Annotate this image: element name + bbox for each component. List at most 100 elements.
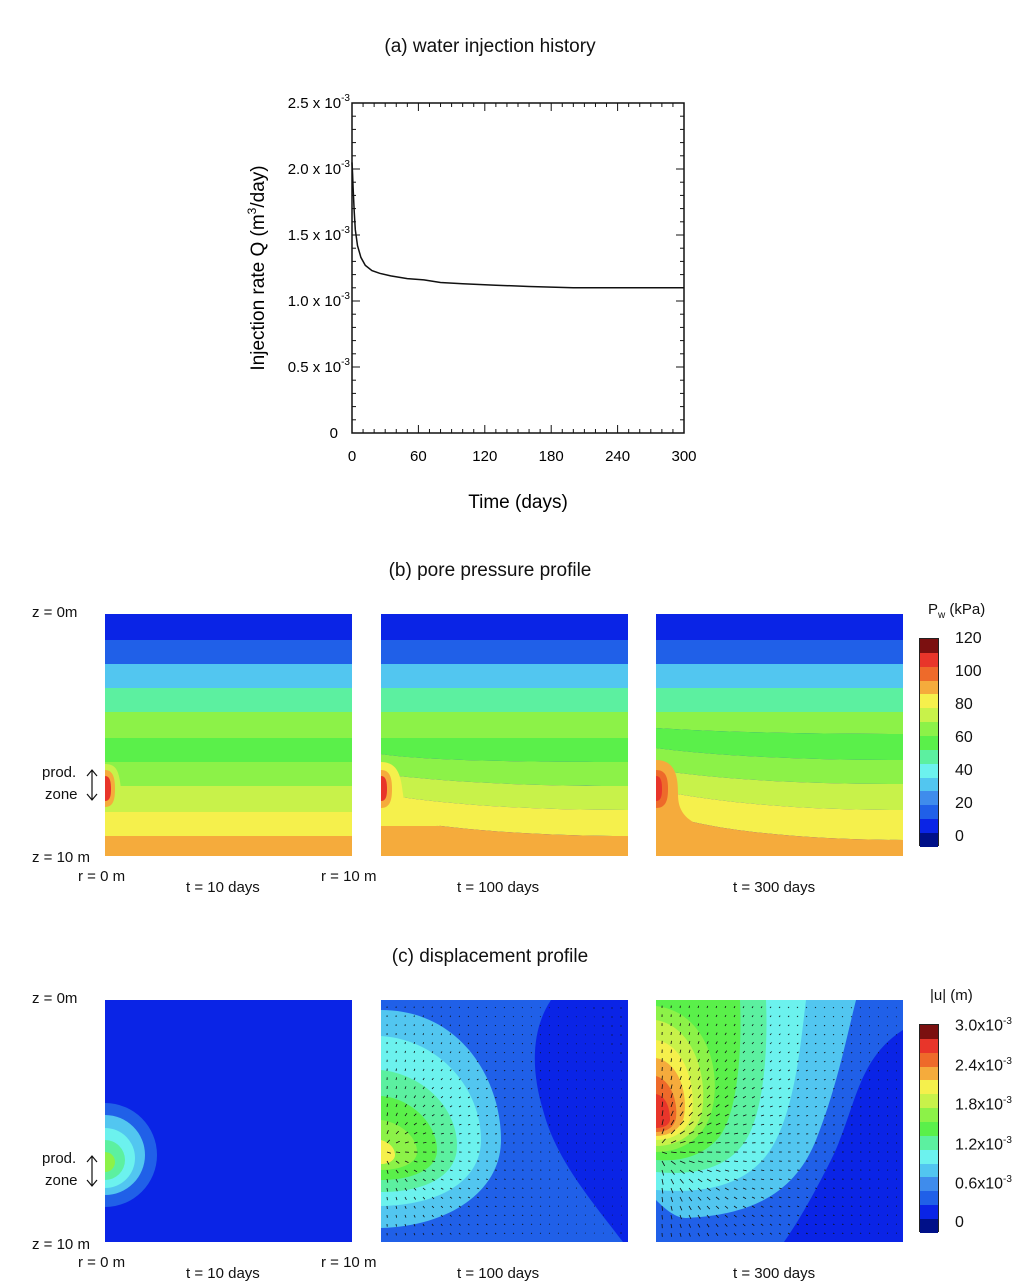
vector-arrow <box>440 1060 443 1063</box>
vector-arrow <box>859 1232 862 1234</box>
vector-arrow <box>724 1023 727 1027</box>
vector-arrow <box>733 1059 737 1063</box>
vector-arrow <box>670 1140 677 1144</box>
vector-arrow <box>850 1034 853 1036</box>
vector-arrow <box>539 1061 542 1063</box>
vector-arrow <box>440 1205 444 1208</box>
vector-arrow <box>796 1223 800 1226</box>
vector-arrow <box>742 1160 747 1162</box>
vector-arrow <box>823 1051 826 1054</box>
vector-arrow <box>431 1114 435 1117</box>
vector-arrow <box>841 1042 844 1045</box>
vector-arrow <box>706 1005 709 1009</box>
vector-arrow <box>413 1104 417 1108</box>
vector-arrow <box>503 1060 506 1063</box>
vector-arrow <box>670 1093 673 1099</box>
vector-arrow <box>440 1178 444 1181</box>
vector-arrow <box>715 1068 719 1072</box>
vector-arrow <box>440 1024 443 1027</box>
vector-arrow <box>814 1106 818 1108</box>
vector-arrow <box>742 1014 745 1018</box>
vector-arrow <box>467 1169 471 1171</box>
vector-arrow <box>404 1077 407 1081</box>
vector-arrow <box>548 1232 551 1234</box>
vector-arrow <box>715 1205 720 1209</box>
vector-arrow <box>679 1141 686 1144</box>
vector-arrow <box>503 1069 506 1072</box>
vector-arrow <box>440 1105 444 1108</box>
vector-arrow <box>760 1087 764 1090</box>
colorbar-segment <box>920 708 938 723</box>
vector-arrow <box>395 1068 397 1072</box>
vector-arrow <box>449 1078 452 1081</box>
vector-arrow <box>814 1051 817 1054</box>
vector-arrow <box>539 1052 542 1054</box>
vector-arrow <box>742 1178 747 1181</box>
y-axis-label: Injection rate Q (m3/day) <box>245 165 269 370</box>
vector-arrow <box>706 1050 709 1054</box>
vector-arrow <box>715 1142 721 1144</box>
vector-arrow <box>724 1005 727 1009</box>
vector-arrow <box>467 1124 471 1126</box>
vector-arrow <box>751 1133 756 1135</box>
vector-arrow <box>404 1223 407 1227</box>
vector-arrow <box>832 1223 835 1225</box>
vector-arrow <box>805 1106 809 1108</box>
vector-arrow <box>760 1006 763 1009</box>
vector-arrow <box>679 1032 681 1036</box>
vector-arrow <box>512 1016 514 1018</box>
vector-arrow <box>449 1187 453 1190</box>
vector-arrow <box>724 1014 727 1018</box>
y-tick-label: 0.5 x 10-3 <box>288 357 351 376</box>
vector-arrow <box>670 1214 673 1220</box>
vector-arrow <box>467 1042 470 1045</box>
colorbar-segment <box>920 1108 938 1123</box>
vector-arrow <box>796 1178 800 1180</box>
vector-arrow <box>688 1058 691 1063</box>
vector-arrow <box>485 1060 488 1063</box>
vector-arrow <box>751 1096 755 1099</box>
vector-arrow <box>733 1214 737 1218</box>
vector-arrow <box>697 1196 702 1201</box>
vector-arrow <box>688 1232 691 1237</box>
vector-arrow <box>778 1087 782 1090</box>
vector-arrow <box>778 1096 782 1099</box>
vector-arrow <box>814 1097 818 1099</box>
vector-arrow <box>485 1124 489 1126</box>
vector-arrow <box>476 1114 480 1117</box>
colorbar-segment <box>920 666 938 681</box>
vector-arrow <box>724 1205 729 1209</box>
vector-arrow <box>458 1087 461 1090</box>
vector-arrow <box>814 1024 817 1027</box>
vector-arrow <box>458 1024 461 1027</box>
vector-arrow <box>395 1140 400 1144</box>
vector-arrow <box>404 1232 407 1236</box>
vector-arrow <box>503 1006 506 1009</box>
vector-arrow <box>742 1114 747 1117</box>
vector-arrow <box>395 1223 397 1227</box>
vector-arrow <box>512 1088 515 1090</box>
vector-arrow <box>796 1069 799 1072</box>
colorbar-segment <box>920 736 938 750</box>
displacement-colorbar <box>919 1024 939 1233</box>
vector-arrow <box>422 1077 425 1081</box>
vector-arrow <box>548 1007 550 1009</box>
vector-arrow <box>715 1232 719 1236</box>
vector-arrow <box>751 1024 754 1027</box>
vector-arrow <box>688 1111 693 1117</box>
vector-arrow <box>449 1024 452 1027</box>
vector-arrow <box>431 1187 435 1191</box>
vector-arrow <box>404 1131 409 1135</box>
vector-arrow <box>751 1050 755 1054</box>
colorbar-tick-label: 0 <box>955 828 964 845</box>
vector-arrow <box>449 1196 453 1199</box>
colorbar-segment <box>920 639 938 653</box>
vector-arrow <box>431 1006 433 1009</box>
vector-arrow <box>751 1015 754 1018</box>
vector-arrow <box>422 1095 426 1099</box>
vector-arrow <box>769 1124 773 1126</box>
vector-arrow <box>404 1196 407 1200</box>
vector-arrow <box>760 1223 764 1226</box>
vector-arrow <box>521 1016 523 1018</box>
vector-arrow <box>778 1187 782 1190</box>
